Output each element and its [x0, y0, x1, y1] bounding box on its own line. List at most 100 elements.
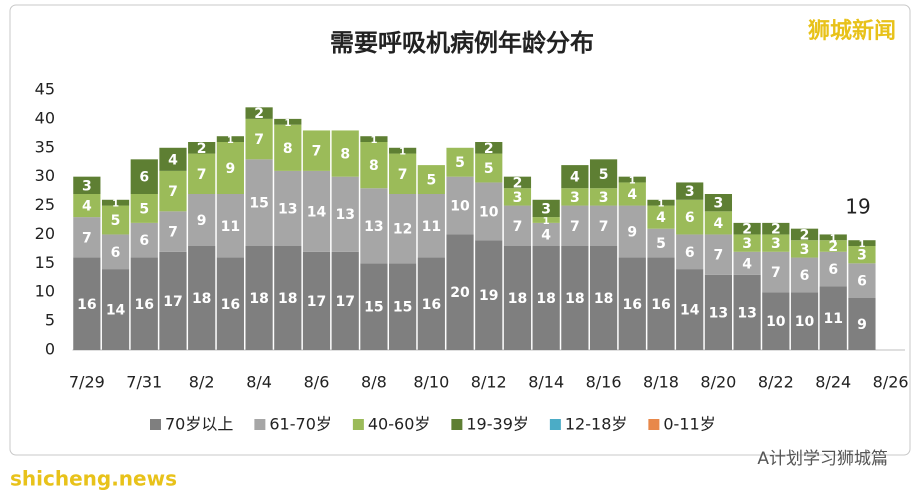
- data-label: 3: [800, 242, 810, 258]
- data-label: 4: [82, 199, 92, 215]
- data-label: 5: [139, 201, 149, 217]
- bar-segment: [704, 234, 733, 275]
- bar-segment: [589, 188, 618, 206]
- bar-segment: [331, 176, 359, 252]
- data-label: 9: [197, 213, 207, 229]
- data-label: 2: [771, 222, 781, 238]
- bar-segment: [245, 118, 273, 160]
- x-tick-label: 8/6: [304, 373, 330, 392]
- bar-segment: [245, 107, 273, 119]
- data-label: 7: [513, 219, 523, 235]
- data-label: 18: [565, 291, 584, 307]
- bar-segment: [130, 222, 158, 258]
- bar-segment: [618, 182, 646, 206]
- bar-segment: [73, 194, 101, 218]
- data-label: 15: [393, 300, 412, 316]
- legend-label: 61-70岁: [269, 415, 332, 434]
- legend-swatch: [549, 419, 561, 430]
- data-label: 9: [857, 317, 867, 333]
- data-label: 18: [594, 291, 613, 307]
- data-label: 3: [771, 236, 781, 252]
- x-tick-label: 8/4: [246, 373, 272, 392]
- y-tick-label: 30: [35, 166, 55, 185]
- bar-segment: [647, 228, 675, 258]
- data-label: 16: [221, 297, 240, 313]
- bar-segment: [503, 205, 532, 246]
- data-label: 8: [283, 141, 293, 157]
- data-label: 7: [254, 132, 264, 148]
- data-label: 13: [709, 305, 728, 321]
- data-label: 15: [364, 300, 383, 316]
- data-label: 13: [335, 207, 354, 223]
- data-label: 1: [543, 216, 550, 227]
- legend-swatch: [352, 419, 364, 430]
- data-label: 17: [335, 294, 354, 310]
- data-label: 1: [227, 135, 234, 146]
- data-label: 6: [139, 233, 149, 249]
- data-label: 15: [249, 196, 268, 212]
- data-label: 7: [82, 230, 92, 246]
- data-label: 5: [426, 173, 436, 189]
- bar-segment: [73, 257, 101, 350]
- data-label: 18: [249, 291, 268, 307]
- data-label: 10: [450, 199, 470, 215]
- bar-segment: [618, 205, 646, 258]
- data-label: 4: [627, 187, 637, 203]
- data-label: 7: [599, 219, 609, 235]
- bar-segment: [101, 234, 130, 270]
- data-label: 1: [284, 118, 291, 129]
- x-tick-label: 8/20: [700, 373, 736, 392]
- legend-label: 0-11岁: [663, 415, 715, 434]
- data-label: 1: [112, 199, 119, 210]
- x-tick-label: 8/24: [815, 373, 851, 392]
- y-tick-label: 45: [35, 80, 55, 99]
- bar-segment: [130, 194, 158, 223]
- bar-segment: [676, 234, 704, 270]
- bar-segment: [302, 251, 331, 350]
- bar-segment: [618, 257, 646, 350]
- bar-segment: [245, 246, 273, 350]
- bar-segment: [762, 234, 790, 252]
- data-label: 11: [422, 219, 441, 235]
- data-label: 14: [680, 303, 700, 319]
- bar-segment: [475, 142, 503, 154]
- data-label: 4: [742, 256, 752, 272]
- bar-segment: [790, 240, 819, 258]
- bar-segment: [561, 188, 589, 206]
- legend-swatch: [648, 419, 660, 430]
- y-tick-label: 25: [35, 195, 55, 214]
- bar-segment: [73, 217, 101, 258]
- bar-segment: [704, 194, 733, 212]
- bar-segment: [676, 269, 704, 350]
- data-label: 10: [766, 314, 786, 330]
- bar-segment: [532, 217, 560, 223]
- bar-segment: [188, 194, 216, 246]
- bar-segment: [475, 153, 503, 183]
- data-label: 16: [651, 297, 670, 313]
- bar-segment: [532, 246, 560, 350]
- legend-swatch: [451, 419, 463, 430]
- chart-title: 需要呼吸机病例年龄分布: [330, 29, 594, 57]
- bar-segment: [647, 199, 675, 206]
- bar-segment: [302, 170, 331, 252]
- bar-segment: [216, 142, 244, 194]
- bar-segment: [360, 136, 388, 142]
- bar-segment: [503, 188, 532, 206]
- x-tick-label: 7/29: [69, 373, 105, 392]
- x-tick-label: 8/10: [413, 373, 449, 392]
- bar-segment: [216, 136, 244, 142]
- data-label: 5: [111, 213, 121, 229]
- data-label: 1: [830, 233, 837, 244]
- bar-segment: [101, 269, 130, 350]
- bar-segment: [475, 182, 503, 241]
- bar-segment: [819, 240, 847, 252]
- bar-segment: [589, 205, 618, 246]
- annotation: 19: [845, 195, 870, 219]
- data-label: 16: [77, 297, 96, 313]
- legend-swatch: [150, 419, 161, 430]
- bar-segment: [561, 165, 589, 189]
- data-label: 10: [479, 204, 499, 220]
- bar-segment: [676, 199, 704, 235]
